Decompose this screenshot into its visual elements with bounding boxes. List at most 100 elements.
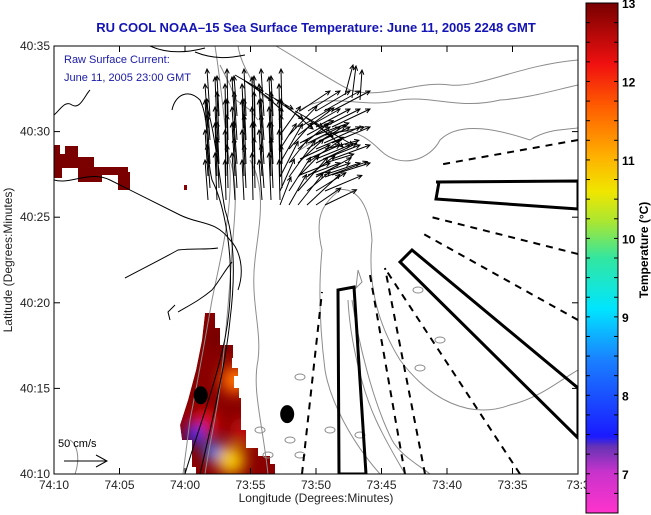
vector-shaft [314,122,344,148]
current-vector [351,64,359,99]
vector-shaft [268,76,272,129]
vector-shaft [315,187,342,206]
vector-shaft [307,108,341,128]
vector-shaft [331,90,371,112]
vector-head [334,162,342,167]
current-vector [222,158,228,201]
vector-shaft [278,129,281,177]
y-tick-label: 40:30 [20,125,50,139]
vector-shaft [299,162,331,176]
vector-shaft [204,99,209,153]
bathymetry-blob [324,426,336,434]
vector-shaft [233,91,238,141]
vector-shaft [241,83,245,129]
vector-head [344,161,352,167]
vector-shaft [258,99,263,153]
vector-head [278,106,284,112]
vector-shaft [264,92,294,110]
vector-shaft [243,98,247,141]
vector-head [346,157,353,163]
colorbar-label: Temperature (°C) [637,202,651,299]
vector-head [276,82,282,89]
current-vector [323,126,362,144]
surface-current-vectors [202,63,372,206]
vector-shaft [279,158,295,192]
vector-head [224,67,230,74]
vector-head [349,63,355,71]
vector-head [343,122,350,127]
current-vector [299,144,332,160]
vector-shaft [294,110,324,128]
vector-shaft [214,122,218,177]
y-tick-label: 40:10 [20,467,50,481]
current-vector [234,74,264,92]
vector-head [344,144,352,150]
coastline-segment [171,93,232,474]
current-vector [288,173,307,206]
current-vector [276,128,282,177]
transect-dashed [437,139,578,166]
vector-shaft [307,162,341,176]
current-vector [299,126,332,144]
vector-shaft [299,108,331,128]
vector-head [276,128,282,135]
vector-shaft [315,157,352,178]
vector-head [222,82,228,89]
vector-shaft [216,75,220,117]
vector-shaft [214,76,218,129]
vector-head [297,122,303,129]
sampling-box [336,285,368,474]
vector-shaft [243,68,247,117]
vector-shaft [206,98,211,141]
y-axis-label: Latitude (Degrees:Minutes) [1,188,15,333]
x-tick-label: 73:40 [432,478,462,492]
x-tick-label: 73:35 [497,478,527,492]
current-vector [299,162,332,176]
vector-head [204,67,210,74]
sampling-box [434,179,578,211]
coastline-segment [124,247,219,279]
current-vector [315,142,358,164]
vector-shaft [224,159,227,201]
current-vector [323,108,362,128]
bathymetry-contour [299,84,578,111]
transect-dashed [384,267,426,474]
current-vector [279,158,295,192]
current-vector [315,136,345,150]
bathymetry-contour [355,269,363,290]
transect-dashed [385,269,521,474]
vector-shaft [324,161,368,178]
current-vector [251,74,257,117]
x-tick-label: 73:45 [366,478,396,492]
vector-head [302,173,307,180]
vector-head [295,105,302,112]
x-axis: 74:10 74:05 74:00 73:55 73:50 73:45 73:40 73:35… [39,46,590,492]
current-annotation-line2: June 11, 2005 23:00 GMT [64,72,191,84]
current-vector [279,105,302,136]
vector-head [239,82,245,89]
vector-shaft [254,86,284,112]
vector-head [344,126,352,132]
vector-shaft [280,144,283,189]
vector-head [335,187,342,193]
vector-shaft [297,173,324,206]
vector-shaft [297,138,324,164]
vector-shaft [323,162,361,176]
vector-head [362,160,369,166]
vector-head [286,175,292,183]
current-vector [314,122,344,148]
vector-shaft [260,98,265,141]
current-vector [331,90,372,112]
bathymetry-blob [254,426,266,434]
current-vector [307,144,342,160]
current-vector [307,162,342,176]
vector-head [212,75,218,82]
vector-shaft [233,121,238,165]
vector-shaft [278,83,281,129]
y-tick-label: 40:20 [20,296,50,310]
current-vector [231,74,238,117]
current-vector [299,90,331,112]
x-tick-label: 74:05 [104,478,134,492]
scale-arrow-label: 50 cm/s [58,438,97,450]
vector-head [359,68,365,75]
